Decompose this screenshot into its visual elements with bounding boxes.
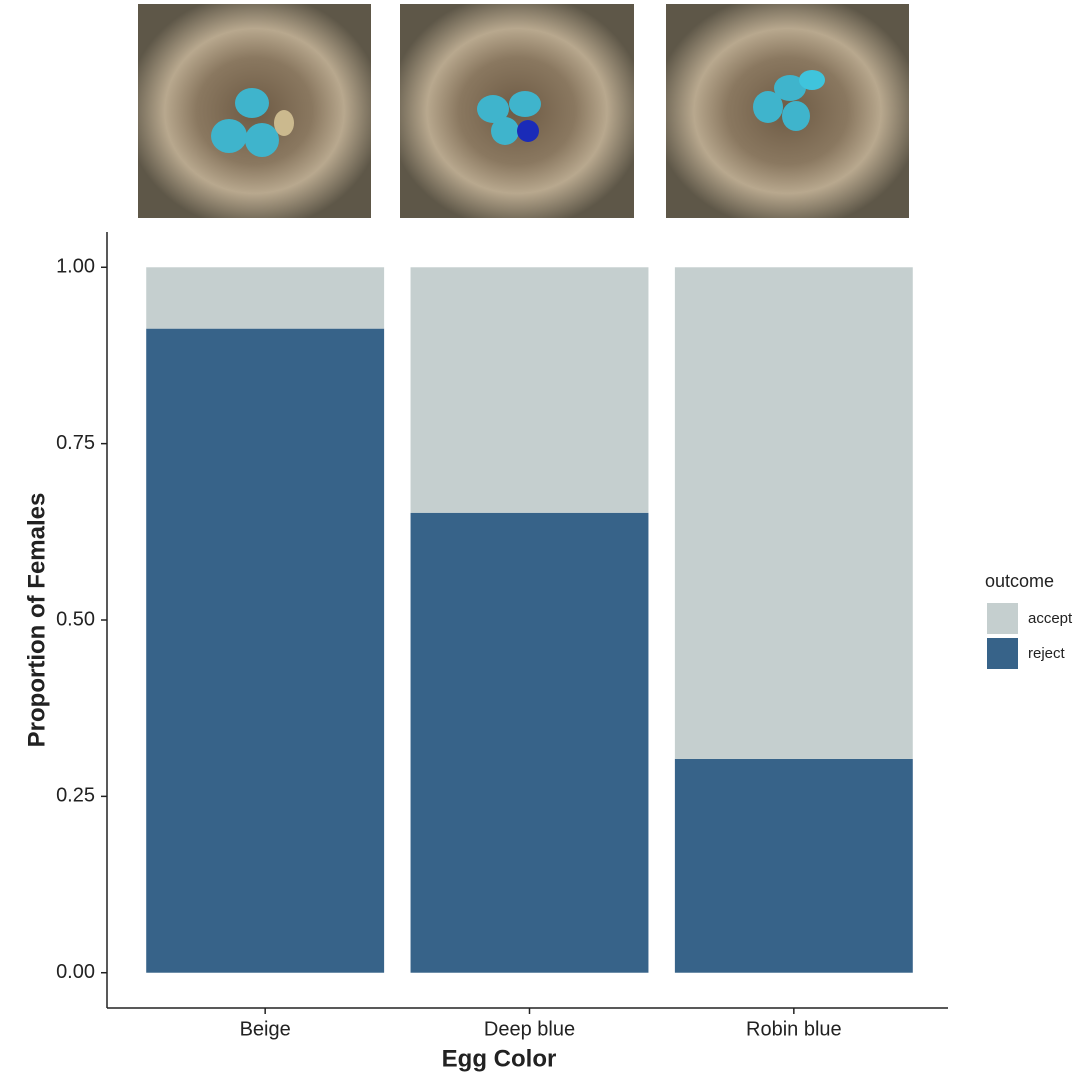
y-tick-label: 1.00: [56, 256, 95, 278]
y-tick-label: 0.00: [56, 961, 95, 983]
nest-photo: [400, 4, 634, 218]
chart: Egg Color Proportion of Females outcome …: [0, 0, 1086, 1080]
bar-segment: [411, 267, 649, 512]
x-tick-label: Robin blue: [746, 1018, 842, 1040]
legend-title: outcome: [985, 571, 1054, 591]
x-tick-label: Beige: [240, 1018, 291, 1040]
bar-segment: [146, 329, 384, 973]
legend-key: [987, 603, 1018, 634]
x-axis-title: Egg Color: [442, 1045, 557, 1072]
y-tick-label: 0.75: [56, 432, 95, 454]
bar-segment: [411, 513, 649, 973]
bar-segment: [146, 267, 384, 328]
nest-photo: [138, 4, 371, 218]
legend-label: accept: [1028, 610, 1073, 627]
x-tick-label: Deep blue: [484, 1018, 575, 1040]
legend-label: reject: [1028, 645, 1066, 662]
y-tick-label: 0.25: [56, 785, 95, 807]
bar-segment: [675, 759, 913, 973]
y-tick-label: 0.50: [56, 608, 95, 630]
y-axis-title: Proportion of Females: [23, 493, 50, 748]
nest-photo: [666, 4, 909, 218]
bar-segment: [675, 267, 913, 759]
legend-key: [987, 638, 1018, 669]
